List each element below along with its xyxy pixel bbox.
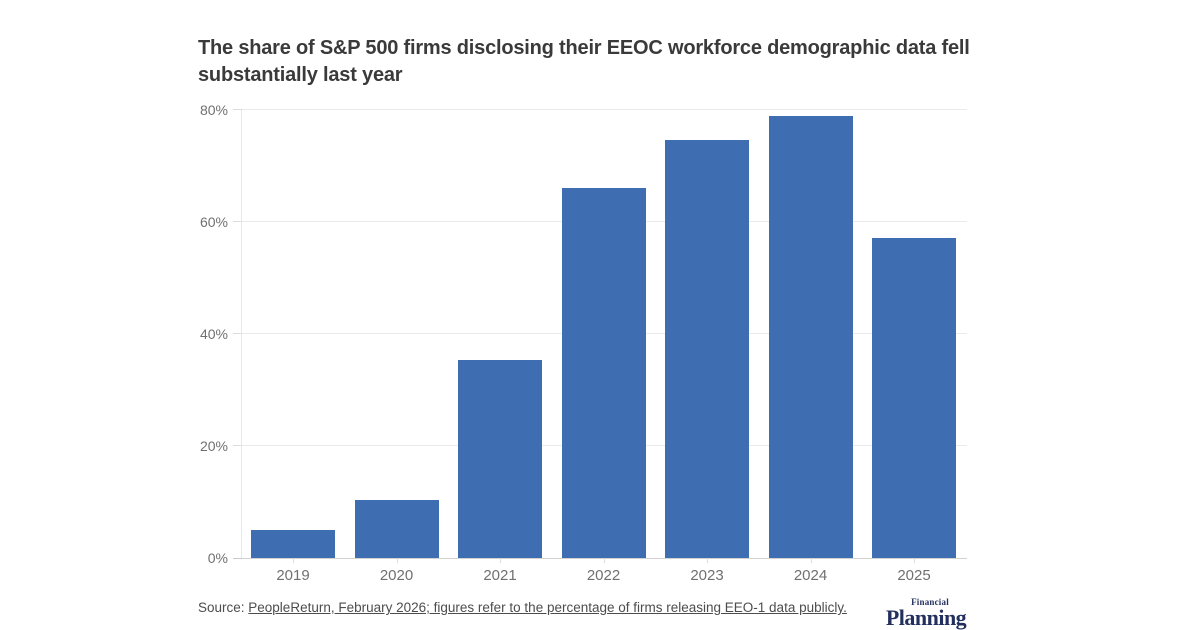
x-axis-label-2020: 2020 bbox=[379, 567, 414, 584]
x-axis-tick-2021 bbox=[500, 558, 501, 563]
x-axis-tick-2024 bbox=[810, 558, 812, 563]
bar-2023 bbox=[665, 140, 749, 558]
y-axis-label-20: 20% bbox=[199, 438, 228, 454]
bar-2022 bbox=[561, 187, 646, 558]
bar-2021 bbox=[458, 359, 542, 558]
x-axis-tick-2023 bbox=[707, 558, 708, 563]
y-axis-label-40: 40% bbox=[199, 326, 228, 342]
y-axis-tick-20 bbox=[233, 445, 242, 446]
y-axis-label-60: 60% bbox=[199, 214, 228, 230]
source-note: Source: PeopleReturn, February 2026; fig… bbox=[198, 598, 862, 618]
y-axis-tick-60 bbox=[233, 221, 242, 222]
bar-2019 bbox=[251, 530, 335, 558]
bar-2020 bbox=[354, 500, 439, 558]
x-axis-label-2022: 2022 bbox=[586, 567, 621, 584]
gridline-0 bbox=[242, 558, 967, 559]
y-axis-tick-80 bbox=[233, 109, 242, 110]
x-axis-label-2021: 2021 bbox=[483, 567, 517, 584]
source-link[interactable]: PeopleReturn, February 2026; figures ref… bbox=[248, 600, 847, 615]
x-axis-tick-2025 bbox=[914, 558, 915, 563]
x-axis-label-2023: 2023 bbox=[690, 567, 724, 584]
y-axis-label-0: 0% bbox=[207, 550, 228, 566]
y-axis-tick-0 bbox=[233, 558, 242, 559]
financial-planning-logo[interactable]: Financial Planning bbox=[880, 597, 972, 630]
y-axis-tick-40 bbox=[233, 333, 242, 334]
x-axis-tick-2019 bbox=[293, 558, 294, 563]
source-prefix: Source: bbox=[198, 600, 249, 615]
x-axis-tick-2022 bbox=[603, 558, 605, 563]
bar-2025 bbox=[872, 237, 956, 558]
x-axis-tick-2020 bbox=[396, 558, 398, 563]
bar-2024 bbox=[768, 116, 853, 558]
x-axis-label-2024: 2024 bbox=[793, 567, 828, 584]
logo-word-planning: Planning bbox=[885, 605, 967, 630]
x-axis-label-2019: 2019 bbox=[276, 567, 310, 584]
bar-chart-plot-area: 0% 20% 40% 60% 80% 2019 2020 2021 2022 2023 2024 20… bbox=[200, 102, 967, 584]
chart-title: The share of S&P 500 firms disclosing th… bbox=[198, 37, 970, 86]
logo-word-financial: Financial bbox=[911, 597, 949, 607]
y-axis-label-80: 80% bbox=[199, 102, 228, 118]
gridline-80 bbox=[242, 109, 967, 110]
x-axis-label-2025: 2025 bbox=[897, 567, 931, 584]
